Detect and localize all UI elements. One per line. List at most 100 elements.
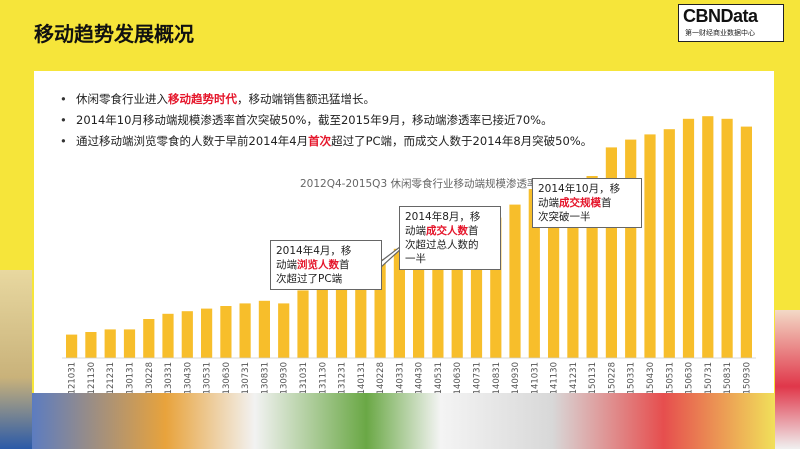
chart-bar <box>123 329 136 358</box>
x-tick-label: 20150731 <box>704 362 714 393</box>
x-tick-label: 20140731 <box>473 362 483 393</box>
x-tick-label: 20140228 <box>376 362 386 393</box>
chart-bar <box>490 217 502 358</box>
callout-text: 动端 <box>538 197 559 209</box>
callout-apr-2014: 2014年4月，移 动端浏览人数首 次超过了PC端 <box>270 240 382 290</box>
chart-bar <box>355 269 367 358</box>
x-tick-label: 20150930 <box>742 362 752 393</box>
x-tick-label: 20130228 <box>145 362 155 393</box>
x-tick-label: 20131231 <box>338 362 348 393</box>
callout-line: 次超过了PC端 <box>276 273 343 285</box>
x-tick-label: 20150228 <box>607 362 617 393</box>
chart-bar <box>278 303 290 358</box>
callout-line: 2014年8月，移 <box>405 211 481 223</box>
x-tick-label: 20150331 <box>627 362 637 393</box>
bullet-highlight: 移动趋势时代 <box>168 92 237 106</box>
snack-packaging-right-image <box>775 310 800 449</box>
x-tick-label: 20150131 <box>588 362 598 393</box>
x-tick-label: 20150430 <box>646 362 656 393</box>
bullet-text: 通过移动端浏览零食的人数于早前2014年4月 <box>76 134 309 148</box>
x-tick-label: 20140630 <box>453 362 463 393</box>
x-tick-label: 20140430 <box>415 362 425 393</box>
x-tick-label: 20150831 <box>723 362 733 393</box>
callout-highlight: 成交人数 <box>426 225 468 237</box>
callout-text: 首 <box>601 197 612 209</box>
snack-packaging-bottom-image <box>32 393 775 449</box>
x-tick-label: 20140131 <box>357 362 367 393</box>
x-tick-label: 20131130 <box>318 362 328 393</box>
callout-text: 动端 <box>405 225 426 237</box>
chart-bar <box>258 300 270 358</box>
chart-bar <box>66 334 78 358</box>
chart-bar <box>548 186 560 358</box>
callout-text: 首 <box>339 259 350 271</box>
chart-bar <box>702 116 714 358</box>
x-tick-label: 20130930 <box>280 362 290 393</box>
chart-bar <box>85 332 97 358</box>
callout-text: 动端 <box>276 259 297 271</box>
bullet-text: 2014年10月移动端规模渗透率首次突破50%，截至2015年9月，移动端渗透率… <box>76 113 553 127</box>
x-tick-label: 20130731 <box>241 362 251 393</box>
callout-text: 首 <box>468 225 479 237</box>
callout-line: 2014年10月，移 <box>538 183 621 195</box>
chart-bar <box>201 308 213 358</box>
x-tick-label: 20140531 <box>434 362 444 393</box>
callout-line: 动端成交规模首 <box>538 196 636 210</box>
x-tick-label: 20121231 <box>106 362 116 393</box>
callout-highlight: 成交规模 <box>559 197 601 209</box>
chart-bar <box>104 329 116 358</box>
chart-bar <box>682 118 695 358</box>
x-tick-label: 20141031 <box>530 362 540 393</box>
x-tick-label: 20130630 <box>222 362 232 393</box>
chart-bar <box>605 147 617 358</box>
chart-bar <box>567 181 579 358</box>
chart-bar <box>509 204 521 358</box>
chart-bar <box>374 259 386 358</box>
chart-bar <box>470 215 483 358</box>
x-tick-label: 20130131 <box>126 362 136 393</box>
x-tick-label: 20140331 <box>395 362 405 393</box>
bullet-highlight: 首次 <box>308 134 332 148</box>
chart-bar <box>644 134 656 358</box>
chart-title: 2012Q4-2015Q3 休闲零食行业移动端规模渗透率 <box>300 177 537 190</box>
callout-line: 动端浏览人数首 <box>276 258 376 272</box>
callout-oct-2014: 2014年10月，移 动端成交规模首 次突破一半 <box>532 178 642 228</box>
callout-line: 一半 <box>405 253 426 265</box>
chart-bar <box>663 129 675 358</box>
chart-bar <box>528 189 540 358</box>
chart-bar <box>181 311 193 358</box>
callout-highlight: 浏览人数 <box>297 259 339 271</box>
penetration-bar-chart: 2012Q4-2015Q3 休闲零食行业移动端规模渗透率 20121031 201… <box>62 116 756 393</box>
x-tick-label: 20141231 <box>569 362 579 393</box>
bullet-item: 2014年10月移动端规模渗透率首次突破50%，截至2015年9月，移动端渗透率… <box>60 110 592 131</box>
x-tick-label: 20130331 <box>164 362 174 393</box>
x-tick-label: 20130430 <box>183 362 193 393</box>
snack-packaging-left-image <box>0 270 32 449</box>
logo-text: CBNData <box>683 6 758 26</box>
x-tick-label: 20150531 <box>665 362 675 393</box>
x-tick-label: 20140930 <box>511 362 521 393</box>
x-tick-label: 20130531 <box>203 362 213 393</box>
chart-bar <box>162 313 174 358</box>
x-tick-label: 20150630 <box>685 362 695 393</box>
chart-bar <box>451 217 463 358</box>
x-tick-label: 20121031 <box>68 362 78 393</box>
chart-bar <box>220 306 232 358</box>
chart-bar <box>586 176 598 358</box>
chart-bar <box>740 126 752 358</box>
chart-bar <box>239 303 251 358</box>
callout-line: 动端成交人数首 <box>405 224 495 238</box>
chart-bar <box>393 248 405 358</box>
chart-bar <box>625 139 637 358</box>
page-title: 移动趋势发展概况 <box>34 22 194 46</box>
x-tick-label: 20131031 <box>299 362 309 393</box>
cbndata-logo: CBNData 第一财经商业数据中心 <box>678 4 784 42</box>
bullet-item: 通过移动端浏览零食的人数于早前2014年4月首次超过了PC端，而成交人数于201… <box>60 131 592 152</box>
x-tick-label: 20140831 <box>492 362 502 393</box>
chart-bar <box>432 225 444 358</box>
content-panel: 休闲零食行业进入移动趋势时代，移动端销售额迅猛增长。 2014年10月移动端规模… <box>34 71 774 393</box>
chart-bar <box>721 118 733 358</box>
bullet-text: 超过了PC端，而成交人数于2014年8月突破50%。 <box>331 134 593 148</box>
bullet-text: ，移动端销售额迅猛增长。 <box>237 92 375 106</box>
x-tick-label: 20141130 <box>550 362 560 393</box>
